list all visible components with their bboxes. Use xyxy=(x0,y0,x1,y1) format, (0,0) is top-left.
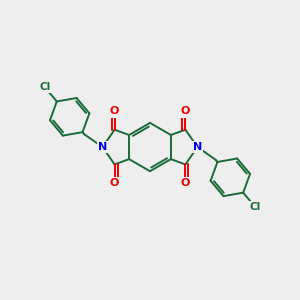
Text: O: O xyxy=(110,178,119,188)
Text: Cl: Cl xyxy=(39,82,50,92)
Text: O: O xyxy=(181,106,190,116)
Text: N: N xyxy=(193,142,202,152)
Text: N: N xyxy=(98,142,107,152)
Text: O: O xyxy=(110,106,119,116)
Text: Cl: Cl xyxy=(250,202,261,212)
Text: O: O xyxy=(181,178,190,188)
